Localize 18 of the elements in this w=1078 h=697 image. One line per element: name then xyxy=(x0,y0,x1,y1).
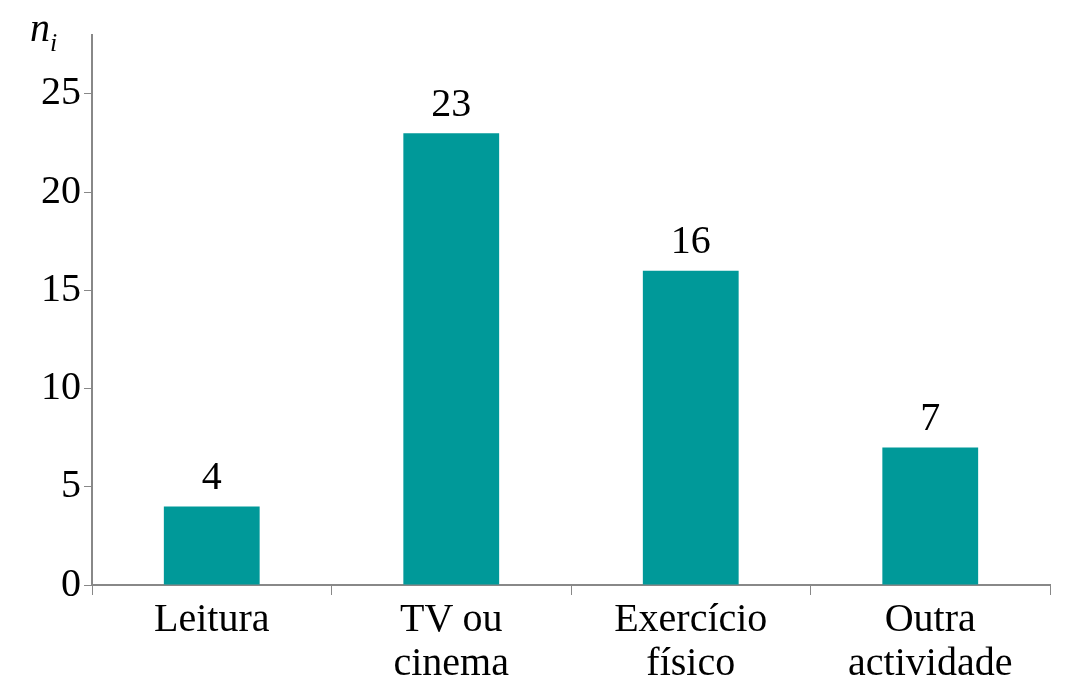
x-tick-label: Outra actividade xyxy=(848,594,1013,684)
y-tick-label: 25 xyxy=(41,68,81,114)
bar xyxy=(163,506,260,585)
data-label: 4 xyxy=(201,452,222,498)
y-tick-label: 0 xyxy=(61,559,81,605)
x-tick-label: TV ou cinema xyxy=(393,594,510,684)
data-label: 7 xyxy=(920,394,941,439)
y-tick-label: 15 xyxy=(41,264,81,310)
y-tick-label: 10 xyxy=(41,363,81,409)
bar xyxy=(642,270,739,585)
bar xyxy=(882,447,979,585)
y-tick-label: 20 xyxy=(41,166,81,212)
x-tick-label: Leitura xyxy=(154,594,270,640)
bar xyxy=(403,133,500,585)
data-label: 16 xyxy=(670,217,711,263)
data-label: 23 xyxy=(431,79,472,125)
y-tick-label: 5 xyxy=(61,461,81,507)
x-tick-label: Exercício físico xyxy=(614,594,768,684)
